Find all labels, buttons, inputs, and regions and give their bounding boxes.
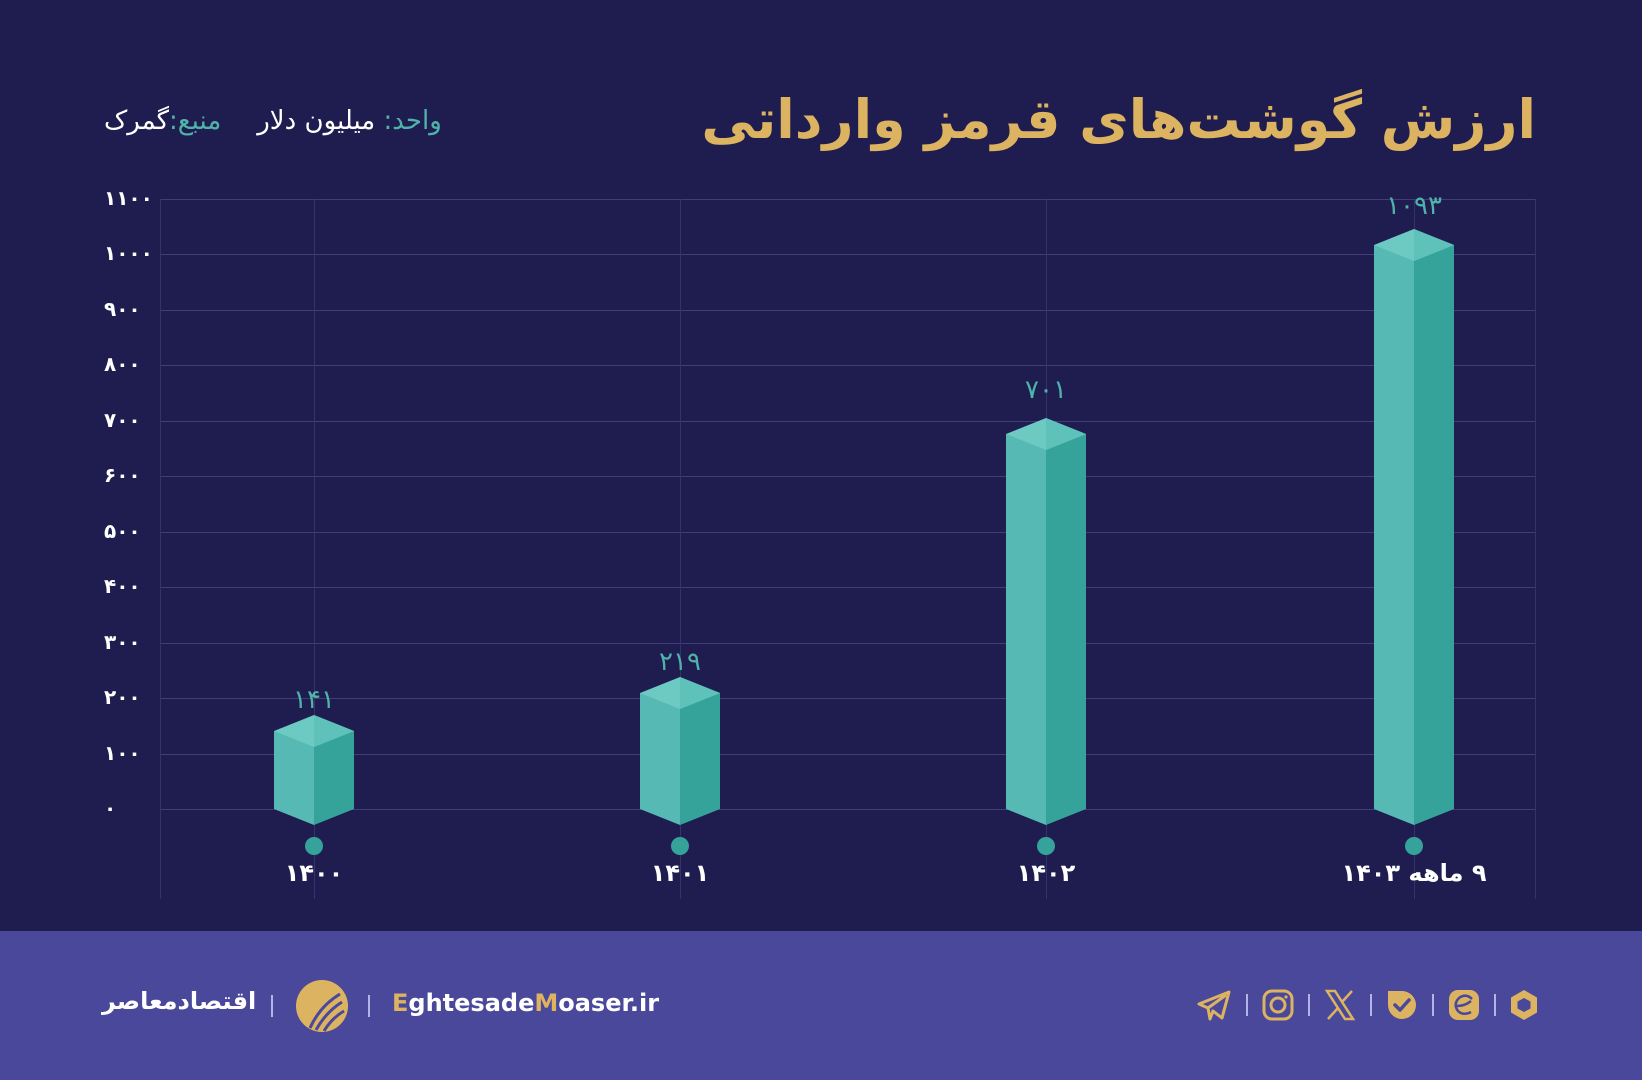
bar-caps [1374,229,1454,825]
plot-area: ۱۴۱ ۲۱۹ ۷۰۱ ۱۰۹۳ [160,193,1536,899]
x-label: ۹ ماهه ۱۴۰۳ [1341,859,1487,887]
x-label: ۱۴۰۲ [1016,859,1076,887]
gridline [160,365,1536,366]
y-tick: ۱۰۰۰ [104,241,153,265]
y-axis-labels: ۱۱۰۰ ۱۰۰۰ ۹۰۰ ۸۰۰ ۷۰۰ ۶۰۰ ۵۰۰ ۴۰۰ ۳۰۰ ۲۰… [104,0,154,1080]
x-marker-dot [1405,837,1423,855]
source-info: منبع:گمرک [104,106,222,136]
gridline [160,754,1536,755]
bar-1401 [640,677,720,825]
eitaa-icon[interactable] [1446,987,1482,1023]
gridline [160,254,1536,255]
gridline [160,421,1536,422]
y-tick: ۹۰۰ [104,297,141,321]
divider [1308,994,1310,1016]
bar-1403-9m [1374,229,1454,825]
y-tick: ۸۰۰ [104,352,141,376]
website-link[interactable]: EghtesadeMoaser.ir [392,989,660,1017]
divider [1246,994,1248,1016]
bar-caps [1006,418,1086,825]
gridline-v [680,199,681,899]
gridline-v [1535,199,1536,899]
unit-info: واحد: میلیون دلار [257,106,442,136]
divider [368,995,370,1017]
baseline [160,809,1536,810]
x-marker-dot [671,837,689,855]
brand-logo-icon [296,980,348,1032]
bar-caps [274,715,354,825]
value-label: ۷۰۱ [1025,375,1067,405]
brand-name: اقتصادمعاصر [102,987,257,1015]
bale-icon[interactable] [1384,987,1420,1023]
x-label: ۱۴۰۰ [284,859,344,887]
x-marker-dot [1037,837,1055,855]
value-label: ۱۰۹۳ [1386,191,1442,221]
gridline-v [160,199,161,899]
gridline [160,643,1536,644]
gridline [160,310,1536,311]
y-tick: ۵۰۰ [104,519,141,543]
value-label: ۱۴۱ [293,685,335,715]
y-tick: ۷۰۰ [104,408,141,432]
gridline-v [314,199,315,899]
gridline [160,199,1536,200]
x-icon[interactable] [1322,987,1358,1023]
y-tick: ۶۰۰ [104,463,141,487]
chart-meta: منبع:گمرک واحد: میلیون دلار [104,106,442,136]
instagram-icon[interactable] [1260,987,1296,1023]
x-marker-dot [305,837,323,855]
divider [1432,994,1434,1016]
bar-1400 [274,715,354,825]
y-tick: ۰ [104,796,117,820]
gridline [160,476,1536,477]
gridline [160,532,1536,533]
telegram-icon[interactable] [1196,987,1232,1023]
divider [1494,994,1496,1016]
bar-caps [640,677,720,825]
footer: اقتصادمعاصر EghtesadeMoaser.ir [0,931,1642,1080]
bar-1402 [1006,418,1086,825]
y-tick: ۳۰۰ [104,630,141,654]
y-tick: ۴۰۰ [104,574,141,598]
chart-title: ارزش گوشت‌های قرمز وارداتی [701,88,1537,151]
value-label: ۲۱۹ [659,647,701,677]
divider [271,995,273,1017]
y-tick: ۱۰۰ [104,741,141,765]
gridline [160,587,1536,588]
divider [1370,994,1372,1016]
rubika-icon[interactable] [1506,987,1542,1023]
y-tick: ۲۰۰ [104,685,141,709]
x-label: ۱۴۰۱ [650,859,710,887]
gridline [160,698,1536,699]
y-tick: ۱۱۰۰ [104,186,153,210]
